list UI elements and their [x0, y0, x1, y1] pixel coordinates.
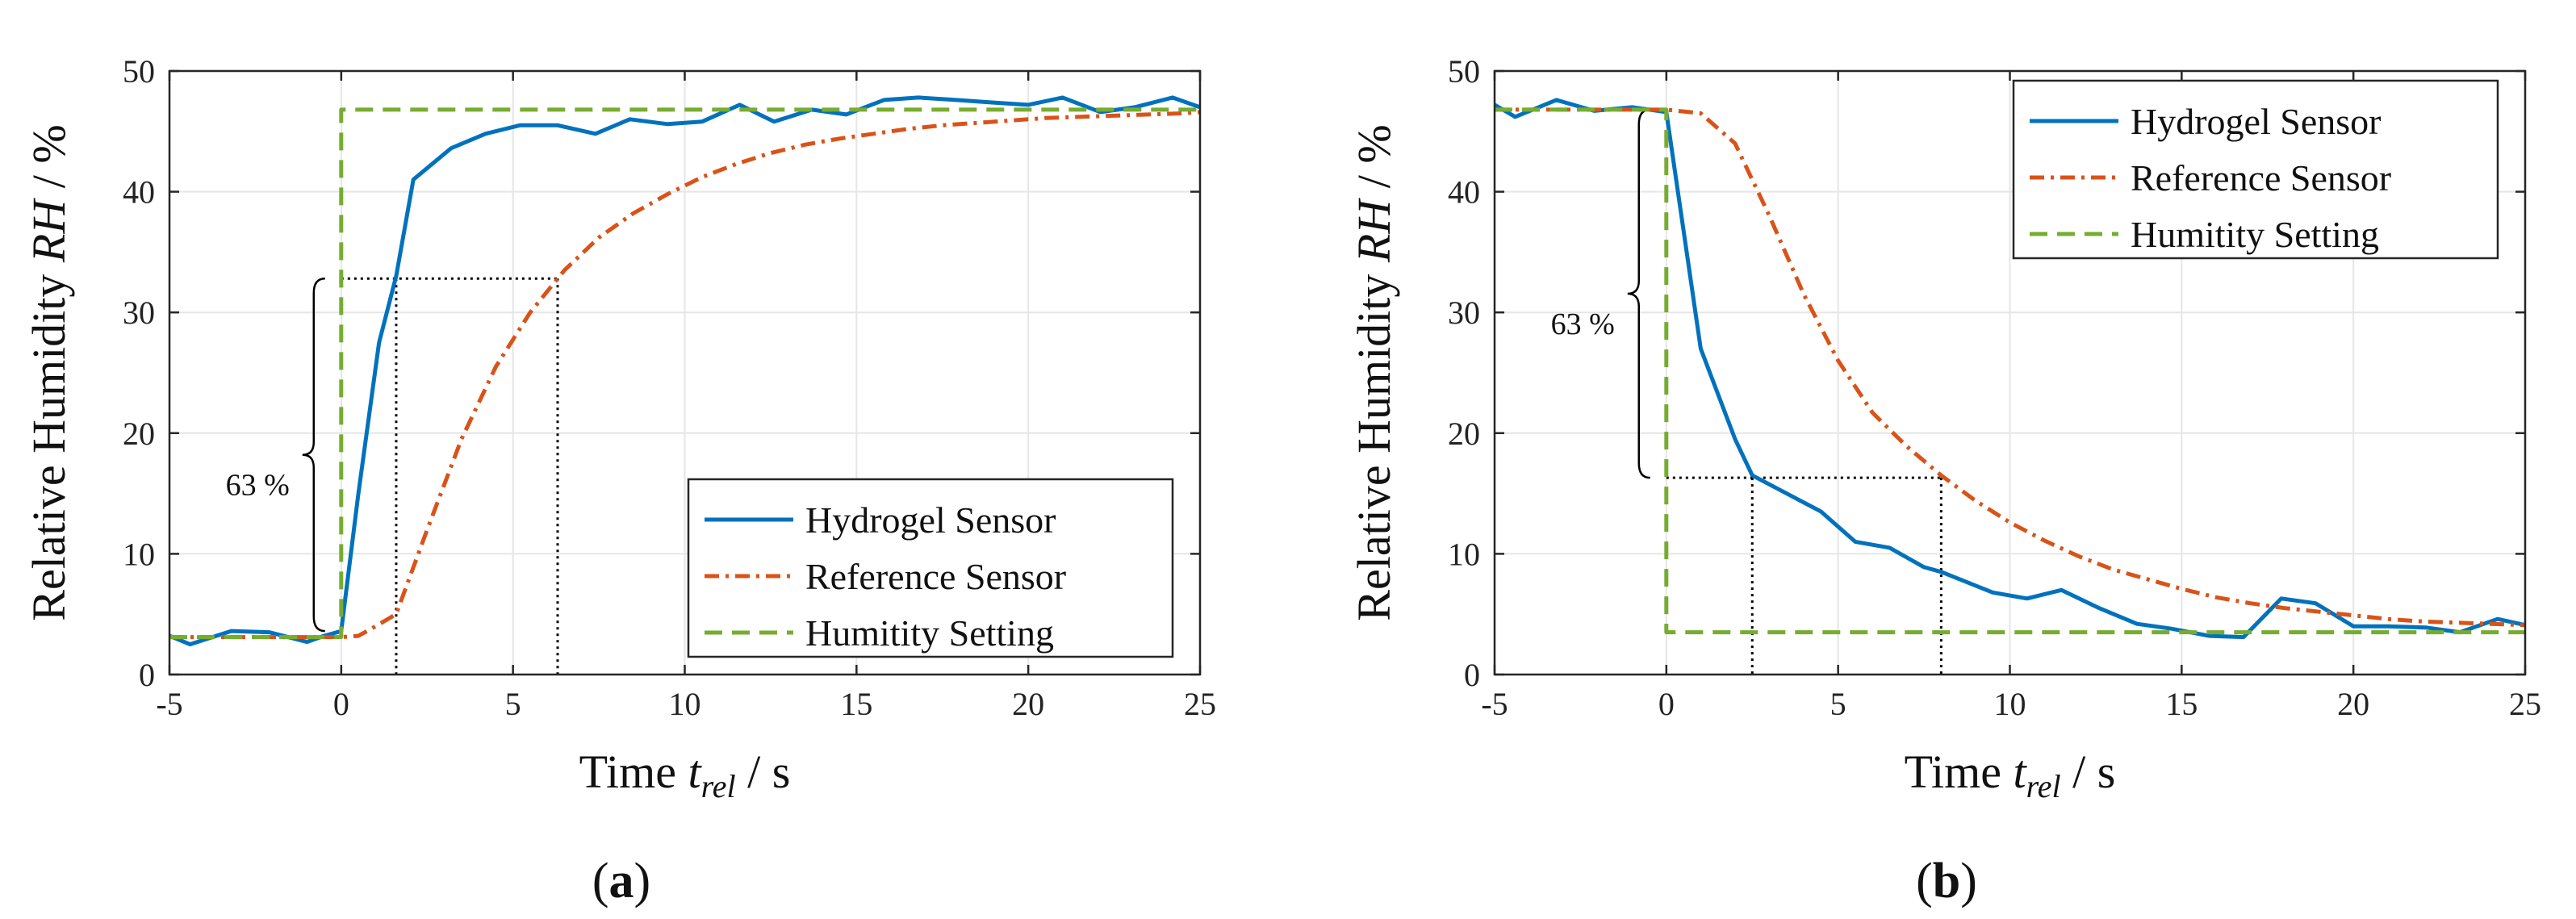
y-tick-label: 0	[1464, 657, 1480, 693]
y-tick-label: 20	[1448, 416, 1480, 452]
legend-label-hydrogel-sensor: Hydrogel Sensor	[2131, 101, 2381, 142]
x-tick-label: 25	[1184, 686, 1216, 722]
panel-label-close: )	[634, 854, 651, 909]
legend-label-hydrogel-sensor: Hydrogel Sensor	[805, 499, 1056, 541]
legend-box	[687, 478, 1174, 658]
brace-63-percent	[302, 278, 325, 633]
x-tick-label: -5	[1481, 686, 1508, 722]
x-tick-label: 5	[1830, 686, 1846, 722]
x-tick-label: 5	[505, 686, 521, 722]
series-line-humitity-setting	[1495, 107, 2525, 635]
x-axis-label-sub: rel	[701, 768, 736, 804]
x-tick-label: 25	[2509, 686, 2541, 722]
y-tick-label: 10	[123, 536, 155, 572]
y-axis-label: Relative Humidity RH / %	[23, 124, 75, 620]
series-line-reference-sensor	[169, 110, 1201, 640]
x-axis-label-suffix: / s	[2061, 746, 2116, 798]
y-axis-label-var: RH	[23, 198, 75, 263]
y-tick-label: 30	[1448, 294, 1480, 331]
y-tick-label: 0	[139, 657, 155, 693]
x-tick-label: 20	[2337, 686, 2369, 722]
legend-label-humitity-setting: Humitity Setting	[805, 612, 1054, 654]
y-tick-label: 30	[123, 294, 155, 331]
y-axis-label-suffix: / %	[23, 124, 75, 199]
y-tick-label: 20	[123, 416, 155, 452]
y-tick-label: 40	[1448, 174, 1480, 211]
x-axis-label-var: t	[688, 746, 703, 798]
brace-63-percent	[1627, 108, 1650, 479]
panel-label-letter: b	[1933, 854, 1960, 909]
x-tick-label: 15	[2165, 686, 2198, 722]
y-tick-label: 40	[123, 174, 155, 211]
x-tick-label: 0	[1658, 686, 1675, 722]
panel-label-open: (	[592, 854, 609, 909]
x-tick-label: 10	[669, 686, 701, 722]
x-tick-label: 0	[333, 686, 349, 722]
legend-label-reference-sensor: Reference Sensor	[805, 556, 1066, 597]
annotation-63-percent: 63 %	[1551, 307, 1615, 341]
x-tick-label: -5	[156, 686, 182, 722]
panel-label-letter: a	[609, 854, 634, 909]
y-axis-label-prefix: Relative Humidity	[23, 262, 75, 621]
x-axis-label-sub: rel	[2026, 768, 2061, 804]
legend-label-humitity-setting: Humitity Setting	[2131, 214, 2379, 255]
x-axis-label-suffix: / s	[736, 746, 791, 798]
x-tick-label: 10	[1994, 686, 2026, 722]
x-axis-label-prefix: Time	[1905, 746, 2014, 798]
panel-label-open: (	[1916, 854, 1933, 909]
legend-box	[2012, 79, 2499, 260]
x-axis-label: Time trel / s	[1905, 746, 2116, 804]
x-tick-label: 15	[840, 686, 872, 722]
x-tick-label: 20	[1012, 686, 1044, 722]
y-tick-label: 10	[1448, 536, 1480, 572]
x-axis-label-var: t	[2014, 746, 2028, 798]
series-line-hydrogel-sensor	[169, 95, 1201, 647]
x-axis-label-prefix: Time	[579, 746, 688, 798]
panel-label: (b)	[1916, 854, 1977, 909]
y-axis-label: Relative Humidity RH / %	[1348, 124, 1400, 620]
series-line-humitity-setting	[169, 107, 1200, 640]
annotation-63-percent: 63 %	[226, 469, 290, 503]
y-tick-label: 50	[1448, 53, 1480, 90]
y-axis-label-prefix: Relative Humidity	[1348, 262, 1400, 621]
y-tick-label: 50	[123, 53, 155, 90]
x-axis-label: Time trel / s	[579, 746, 791, 804]
legend-label-reference-sensor: Reference Sensor	[2131, 157, 2391, 198]
y-axis-label-suffix: / %	[1348, 124, 1400, 199]
panel-label-close: )	[1960, 854, 1977, 909]
panel-label: (a)	[592, 854, 650, 909]
y-axis-label-var: RH	[1348, 198, 1400, 263]
